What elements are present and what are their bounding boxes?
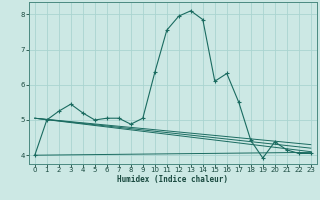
X-axis label: Humidex (Indice chaleur): Humidex (Indice chaleur) [117, 175, 228, 184]
